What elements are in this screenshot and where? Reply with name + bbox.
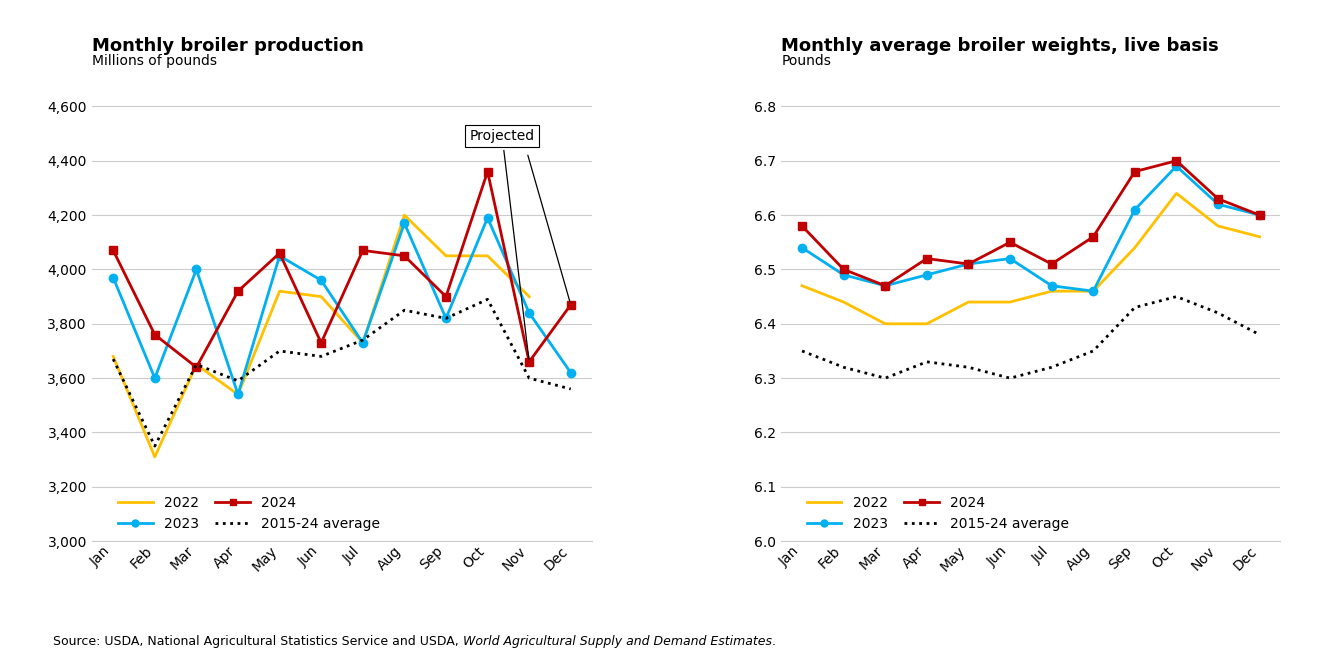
Text: Source: USDA, National Agricultural Statistics Service and USDA,: Source: USDA, National Agricultural Stat… — [53, 635, 462, 648]
Text: Monthly broiler production: Monthly broiler production — [92, 38, 364, 55]
Legend: 2022, 2023, 2024, 2015-24 average: 2022, 2023, 2024, 2015-24 average — [801, 490, 1074, 537]
Text: Millions of pounds: Millions of pounds — [92, 54, 218, 68]
Text: Projected: Projected — [470, 129, 535, 359]
Text: Pounds: Pounds — [781, 54, 832, 68]
Text: Monthly average broiler weights, live basis: Monthly average broiler weights, live ba… — [781, 38, 1218, 55]
Text: .: . — [772, 635, 776, 648]
Legend: 2022, 2023, 2024, 2015-24 average: 2022, 2023, 2024, 2015-24 average — [112, 490, 385, 537]
Text: World Agricultural Supply and Demand Estimates: World Agricultural Supply and Demand Est… — [462, 635, 772, 648]
